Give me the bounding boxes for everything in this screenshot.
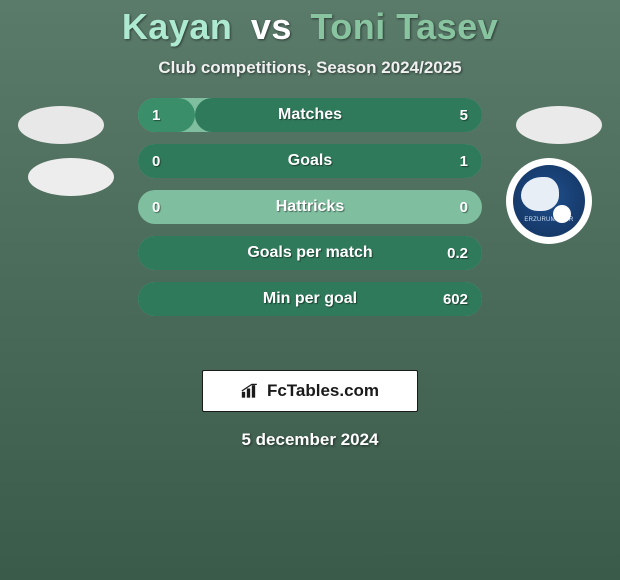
stat-value-right: 602 [443,282,468,316]
vs-label: vs [251,6,292,47]
subtitle: Club competitions, Season 2024/2025 [0,58,620,78]
player1-name: Kayan [122,6,233,47]
stat-value-right: 0 [460,190,468,224]
player2-club-avatar: ERZURUMSPOR [506,158,592,244]
player1-club-avatar [28,158,114,196]
club-badge-text: ERZURUMSPOR [513,217,585,223]
stat-row: 0Hattricks0 [138,190,482,224]
stat-value-right: 1 [460,144,468,178]
brand-suffix: Tables.com [287,381,379,400]
generation-date: 5 december 2024 [0,430,620,450]
stat-row: 0Goals1 [138,144,482,178]
brand-prefix: Fc [267,381,287,400]
stat-row: Goals per match0.2 [138,236,482,270]
player1-avatar [18,106,104,144]
club-badge-icon: ERZURUMSPOR [513,165,585,237]
brand-text: FcTables.com [267,381,379,401]
stat-bars: 1Matches50Goals10Hattricks0Goals per mat… [138,98,482,328]
player2-name: Toni Tasev [310,6,498,47]
page-title: Kayan vs Toni Tasev [0,6,620,48]
stat-row: Min per goal602 [138,282,482,316]
stats-area: ERZURUMSPOR 1Matches50Goals10Hattricks0G… [0,110,620,350]
stat-value-right: 5 [460,98,468,132]
stat-label: Matches [138,98,482,132]
stat-label: Goals per match [138,236,482,270]
stat-label: Min per goal [138,282,482,316]
player2-avatar [516,106,602,144]
stat-value-right: 0.2 [447,236,468,270]
stat-row: 1Matches5 [138,98,482,132]
brand-badge: FcTables.com [202,370,418,412]
stat-label: Hattricks [138,190,482,224]
stat-label: Goals [138,144,482,178]
bar-chart-icon [241,383,261,399]
comparison-card: Kayan vs Toni Tasev Club competitions, S… [0,0,620,450]
